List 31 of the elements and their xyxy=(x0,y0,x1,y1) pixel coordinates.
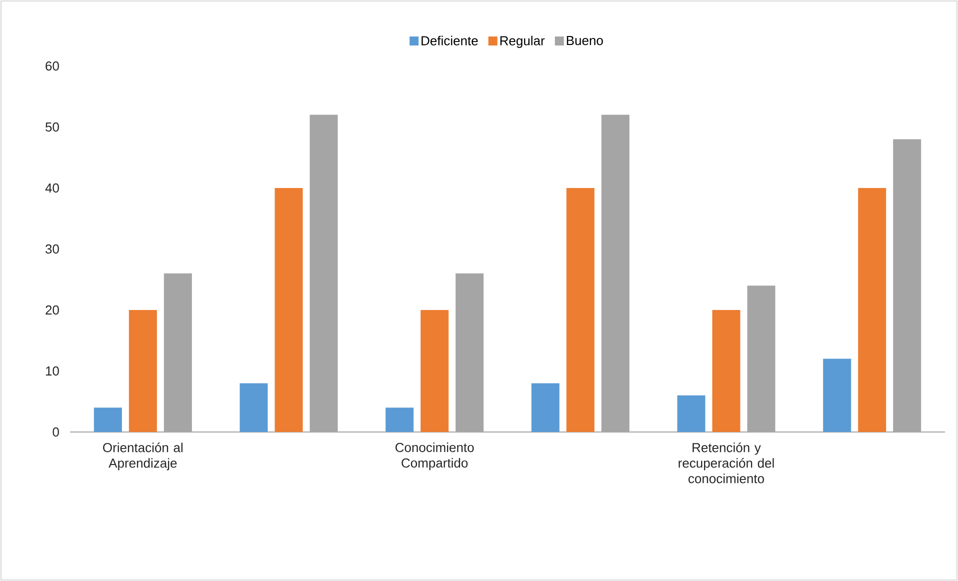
bar xyxy=(566,188,594,432)
bar xyxy=(240,383,268,432)
y-tick-label: 0 xyxy=(52,427,59,437)
bar xyxy=(310,114,338,432)
bar xyxy=(712,310,740,432)
y-tick-label: 40 xyxy=(45,183,59,193)
legend-label: Deficiente xyxy=(422,36,478,46)
bar xyxy=(164,273,192,432)
y-tick-label: 10 xyxy=(46,366,59,376)
x-tick-label: Retención y recuperación del conocimiento xyxy=(678,442,774,484)
bar xyxy=(274,188,303,432)
legend-label: Regular xyxy=(500,36,545,48)
bar xyxy=(747,286,776,432)
y-tick-label: 20 xyxy=(46,305,59,315)
bar xyxy=(531,383,560,432)
bar xyxy=(858,188,886,432)
bar xyxy=(893,139,922,432)
legend-label: Bueno xyxy=(566,36,603,46)
y-tick-label: 30 xyxy=(46,244,59,254)
y-tick-label: 50 xyxy=(46,122,59,132)
bar xyxy=(420,310,449,432)
bar xyxy=(823,358,852,432)
bar xyxy=(128,310,157,432)
bar xyxy=(386,408,414,432)
x-tick-label: Conocimiento Compartido xyxy=(396,442,474,470)
bar xyxy=(456,273,484,432)
x-tick-label: Orientación al Aprendizaje xyxy=(103,442,182,470)
bar xyxy=(601,114,630,432)
y-tick-label: 60 xyxy=(46,61,59,71)
bar xyxy=(677,395,706,432)
bar xyxy=(94,408,122,432)
